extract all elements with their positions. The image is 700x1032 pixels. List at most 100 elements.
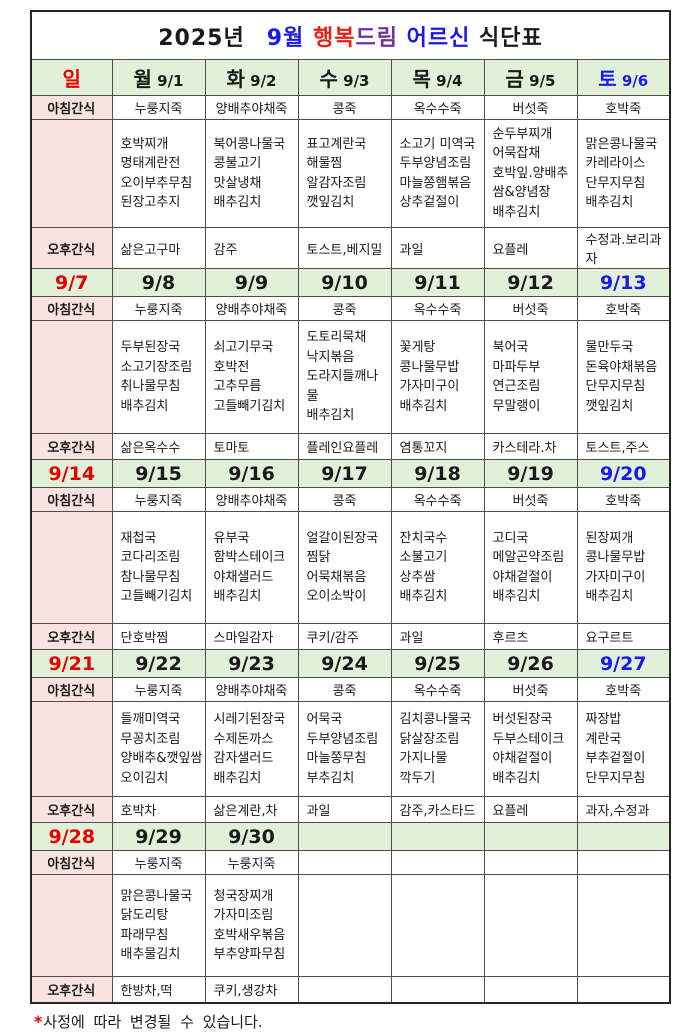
lunch-menu-cell: 버섯된장국 두부스테이크 야채겉절이 배추김치: [483, 701, 578, 797]
breakfast-snack-row: 아침간식 누룽지죽 양배추야채죽 콩죽 옥수수죽 버섯죽 호박죽: [30, 677, 671, 702]
day-name-label: 목: [412, 67, 431, 91]
afternoon-snack-cell: [390, 976, 485, 1004]
page-title: 2025년 9월 행복드림 어르신 식단표: [30, 10, 671, 60]
lunch-menu-row: 들깨미역국 무꽁치조림 양배추&깻잎쌈 오이김치 시레기된장국 수제돈까스 감자샐…: [30, 701, 671, 797]
date-cell: 9/30: [204, 822, 299, 851]
breakfast-snack-cell: [483, 850, 578, 875]
afternoon-label: 오후간식: [30, 976, 113, 1004]
date-cell: 9/29: [111, 822, 206, 851]
date-cell: 9/23: [204, 649, 299, 678]
breakfast-snack-cell: 버섯죽: [483, 95, 578, 120]
breakfast-label: 아침간식: [30, 296, 113, 321]
footer-asterisk: *: [34, 1012, 43, 1031]
date-cell: [390, 822, 485, 851]
afternoon-snack-cell: 삶은고구마: [111, 227, 206, 269]
breakfast-snack-row: 아침간식 누룽지죽 양배추야채죽 콩죽 옥수수죽 버섯죽 호박죽: [30, 296, 671, 321]
afternoon-snack-cell: 감주: [204, 227, 299, 269]
day-header-3: 수 9/3: [297, 59, 392, 96]
lunch-menu-cell: 맑은콩나물국 카레라이스 단무지무침 배추김치: [576, 119, 671, 228]
lunch-menu-row: 두부된장국 소고기장조림 취나물무침 배추김치 쇠고기무국 호박전 고추무름 고들…: [30, 320, 671, 434]
lunch-menu-cell: 재첩국 코다리조림 참나물무침 고들빼기김치: [111, 511, 206, 624]
date-cell: 9/25: [390, 649, 485, 678]
sunday-spacer-cell: [30, 874, 113, 977]
afternoon-label: 오후간식: [30, 433, 113, 460]
date-cell: 9/8: [111, 268, 206, 297]
afternoon-snack-cell: 호박차: [111, 796, 206, 823]
lunch-menu-cell: 고디국 메알곤약조림 야채겉절이 배추김치: [483, 511, 578, 624]
afternoon-snack-row: 오후간식 한방차,떡 쿠키,생강차: [30, 976, 671, 1004]
day-name-label: 화: [226, 67, 245, 91]
breakfast-snack-cell: 누룽지죽: [111, 296, 206, 321]
afternoon-snack-cell: 토스트,베지밀: [297, 227, 392, 269]
date-cell: 9/12: [483, 268, 578, 297]
breakfast-snack-cell: 버섯죽: [483, 677, 578, 702]
date-cell: 9/14: [30, 459, 113, 488]
day-name-label: 금: [505, 67, 524, 91]
afternoon-snack-cell: 요플레: [483, 227, 578, 269]
afternoon-snack-cell: 쿠키/감주: [297, 623, 392, 650]
lunch-menu-cell: 쇠고기무국 호박전 고추무름 고들빼기김치: [204, 320, 299, 434]
day-date-label: 9/6: [616, 72, 649, 90]
day-header-sunday: 일: [30, 59, 113, 96]
afternoon-snack-row: 오후간식 호박차 삶은계란,차 과일 감주,카스타드 요플레 과자,수정과: [30, 796, 671, 823]
lunch-menu-cell: 맑은콩나물국 닭도리탕 파래무침 배추물김치: [111, 874, 206, 977]
lunch-menu-cell: 된장찌개 콩나물무밥 가자미구이 배추김치: [576, 511, 671, 624]
breakfast-snack-cell: 양배추야채죽: [204, 95, 299, 120]
sunday-spacer-cell: [30, 119, 113, 228]
afternoon-label: 오후간식: [30, 796, 113, 823]
lunch-menu-cell: 꽃게탕 콩나물무밥 가자미구이 배추김치: [390, 320, 485, 434]
date-cell: 9/16: [204, 459, 299, 488]
lunch-menu-cell: 청국장찌개 가자미조림 호박새우볶음 부추양파무침: [204, 874, 299, 977]
date-cell: 9/24: [297, 649, 392, 678]
afternoon-snack-cell: 감주,카스타드: [390, 796, 485, 823]
afternoon-snack-cell: 토마토: [204, 433, 299, 460]
breakfast-label: 아침간식: [30, 677, 113, 702]
title-brand-purple: 드림: [355, 25, 398, 51]
day-date-label: 9/5: [523, 72, 556, 90]
afternoon-snack-cell: 삶은옥수수: [111, 433, 206, 460]
title-year: 2025년: [158, 25, 245, 51]
breakfast-snack-cell: 누룽지죽: [111, 487, 206, 512]
lunch-menu-cell: 어묵국 두부양념조림 마늘쫑무침 부추김치: [297, 701, 392, 797]
afternoon-snack-cell: 요플레: [483, 796, 578, 823]
date-cell: 9/21: [30, 649, 113, 678]
day-header-2: 화 9/2: [204, 59, 299, 96]
lunch-menu-cell: [576, 874, 671, 977]
afternoon-snack-cell: 쿠키,생강차: [204, 976, 299, 1004]
lunch-menu-row: 재첩국 코다리조림 참나물무침 고들빼기김치 유부국 함박스테이크 야채샐러드 배…: [30, 511, 671, 624]
afternoon-snack-row: 오후간식 단호박찜 스마일감자 쿠키/감주 과일 후르츠 요구르트: [30, 623, 671, 650]
afternoon-snack-cell: 염통꼬지: [390, 433, 485, 460]
footer-note-text: 사정에 따라 변경될 수 있습니다.: [43, 1013, 263, 1031]
day-header-4: 목 9/4: [390, 59, 485, 96]
day-date-label: 9/3: [337, 72, 370, 90]
afternoon-snack-cell: 스마일감자: [204, 623, 299, 650]
breakfast-snack-row: 아침간식 누룽지죽 누룽지죽: [30, 850, 671, 875]
date-cell: 9/7: [30, 268, 113, 297]
afternoon-snack-cell: [576, 976, 671, 1004]
lunch-menu-row: 호박찌개 명태계란전 오이부추무침 된장고추지 북어콩나물국 콩불고기 맛살냉채 …: [30, 119, 671, 228]
lunch-menu-cell: 소고기 미역국 두부양념조림 마늘쫑햄볶음 상추겉절이: [390, 119, 485, 228]
breakfast-snack-row: 아침간식 누룽지죽 양배추야채죽 콩죽 옥수수죽 버섯죽 호박죽: [30, 487, 671, 512]
breakfast-snack-cell: 양배추야채죽: [204, 487, 299, 512]
breakfast-snack-cell: 누룽지죽: [204, 850, 299, 875]
lunch-menu-cell: [390, 874, 485, 977]
breakfast-snack-cell: 콩죽: [297, 677, 392, 702]
date-cell: 9/28: [30, 822, 113, 851]
breakfast-snack-cell: 옥수수죽: [390, 487, 485, 512]
date-cell: 9/10: [297, 268, 392, 297]
afternoon-snack-cell: 후르츠: [483, 623, 578, 650]
afternoon-snack-cell: 수정과.보리과자: [576, 227, 671, 269]
breakfast-snack-cell: 누룽지죽: [111, 95, 206, 120]
day-date-label: 9/4: [430, 72, 463, 90]
lunch-menu-cell: 북어콩나물국 콩불고기 맛살냉채 배추김치: [204, 119, 299, 228]
lunch-menu-cell: 북어국 마파두부 연근조림 무말랭이: [483, 320, 578, 434]
lunch-menu-cell: 들깨미역국 무꽁치조림 양배추&깻잎쌈 오이김치: [111, 701, 206, 797]
breakfast-snack-cell: 버섯죽: [483, 296, 578, 321]
lunch-menu-cell: 호박찌개 명태계란전 오이부추무침 된장고추지: [111, 119, 206, 228]
title-month: 9월: [266, 25, 305, 51]
week-3-date-row: 9/14 9/15 9/16 9/17 9/18 9/19 9/20: [30, 459, 671, 488]
footer-note: *사정에 따라 변경될 수 있습니다.: [34, 1011, 700, 1032]
breakfast-snack-cell: 버섯죽: [483, 487, 578, 512]
date-cell: 9/22: [111, 649, 206, 678]
